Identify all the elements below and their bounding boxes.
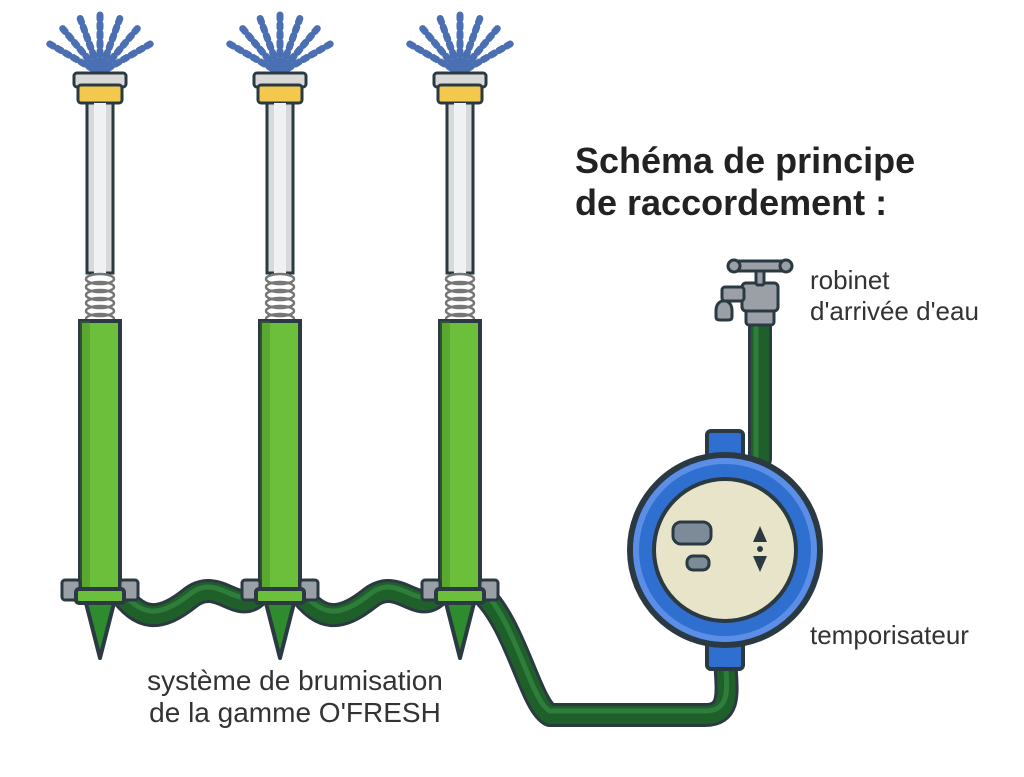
mister-icon (226, 11, 333, 658)
diagram-svg (0, 0, 1024, 777)
mister-icon (46, 11, 153, 658)
mister-icon (406, 11, 513, 658)
label-robinet: robinet d'arrivée d'eau (810, 265, 979, 327)
label-temporisateur: temporisateur (810, 620, 969, 651)
diagram-title: Schéma de principe de raccordement : (575, 140, 915, 224)
timer-icon (630, 431, 820, 669)
diagram-canvas: Schéma de principe de raccordement : rob… (0, 0, 1024, 777)
faucet-icon (716, 260, 792, 320)
label-systeme: système de brumisation de la gamme O'FRE… (125, 665, 465, 729)
